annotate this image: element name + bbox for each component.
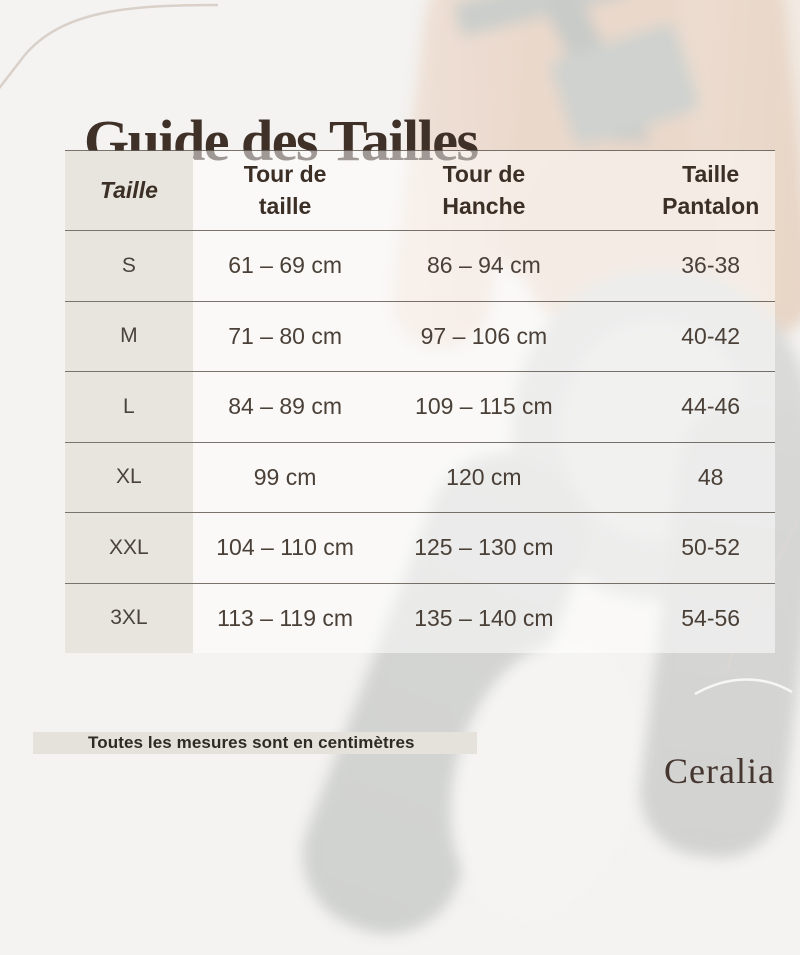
- hip-value: 135 – 140 cm: [377, 583, 591, 653]
- table-row-xl: XL 99 cm 120 cm 48: [65, 441, 775, 512]
- hip-value: 125 – 130 cm: [377, 513, 591, 583]
- waist-value: 61 – 69 cm: [192, 231, 378, 301]
- size-label: XL: [65, 442, 193, 512]
- measurement-note-strip: Toutes les mesures sont en centimètres: [33, 732, 477, 754]
- hip-value: 120 cm: [377, 442, 591, 512]
- pants-size-value: 36-38: [590, 231, 775, 301]
- pants-size-value: 54-56: [590, 583, 775, 653]
- hip-value: 109 – 115 cm: [377, 372, 591, 442]
- column-header-taille-pantalon: Taille Pantalon: [590, 151, 775, 230]
- waist-value: 104 – 110 cm: [192, 513, 378, 583]
- measurement-note: Toutes les mesures sont en centimètres: [88, 733, 415, 752]
- size-label: XXL: [65, 513, 193, 583]
- waist-value: 84 – 89 cm: [192, 372, 378, 442]
- size-label: S: [65, 231, 193, 301]
- hip-value: 97 – 106 cm: [377, 301, 591, 371]
- size-label: M: [65, 301, 193, 371]
- table-row-s: S 61 – 69 cm 86 – 94 cm 36-38: [65, 230, 775, 301]
- column-header-tour-de-taille: Tour de taille: [192, 151, 378, 230]
- table-row-l: L 84 – 89 cm 109 – 115 cm 44-46: [65, 371, 775, 442]
- table-row-xxl: XXL 104 – 110 cm 125 – 130 cm 50-52: [65, 512, 775, 583]
- column-header-tour-de-hanche: Tour de Hanche: [377, 151, 591, 230]
- table-header-row: Taille Tour de taille Tour de Hanche Tai…: [65, 150, 775, 230]
- hip-value: 86 – 94 cm: [377, 231, 591, 301]
- size-guide-table: Taille Tour de taille Tour de Hanche Tai…: [65, 150, 775, 653]
- column-header-taille: Taille: [65, 151, 193, 230]
- pants-size-value: 44-46: [590, 372, 775, 442]
- brand-name: Ceralia: [664, 751, 775, 791]
- waist-value: 113 – 119 cm: [192, 583, 378, 653]
- pants-size-value: 48: [590, 442, 775, 512]
- pants-size-value: 50-52: [590, 513, 775, 583]
- table-row-3xl: 3XL 113 – 119 cm 135 – 140 cm 54-56: [65, 582, 775, 653]
- waist-value: 71 – 80 cm: [192, 301, 378, 371]
- size-label: 3XL: [65, 583, 193, 653]
- size-label: L: [65, 372, 193, 442]
- waist-value: 99 cm: [192, 442, 378, 512]
- pants-size-value: 40-42: [590, 301, 775, 371]
- table-row-m: M 71 – 80 cm 97 – 106 cm 40-42: [65, 300, 775, 371]
